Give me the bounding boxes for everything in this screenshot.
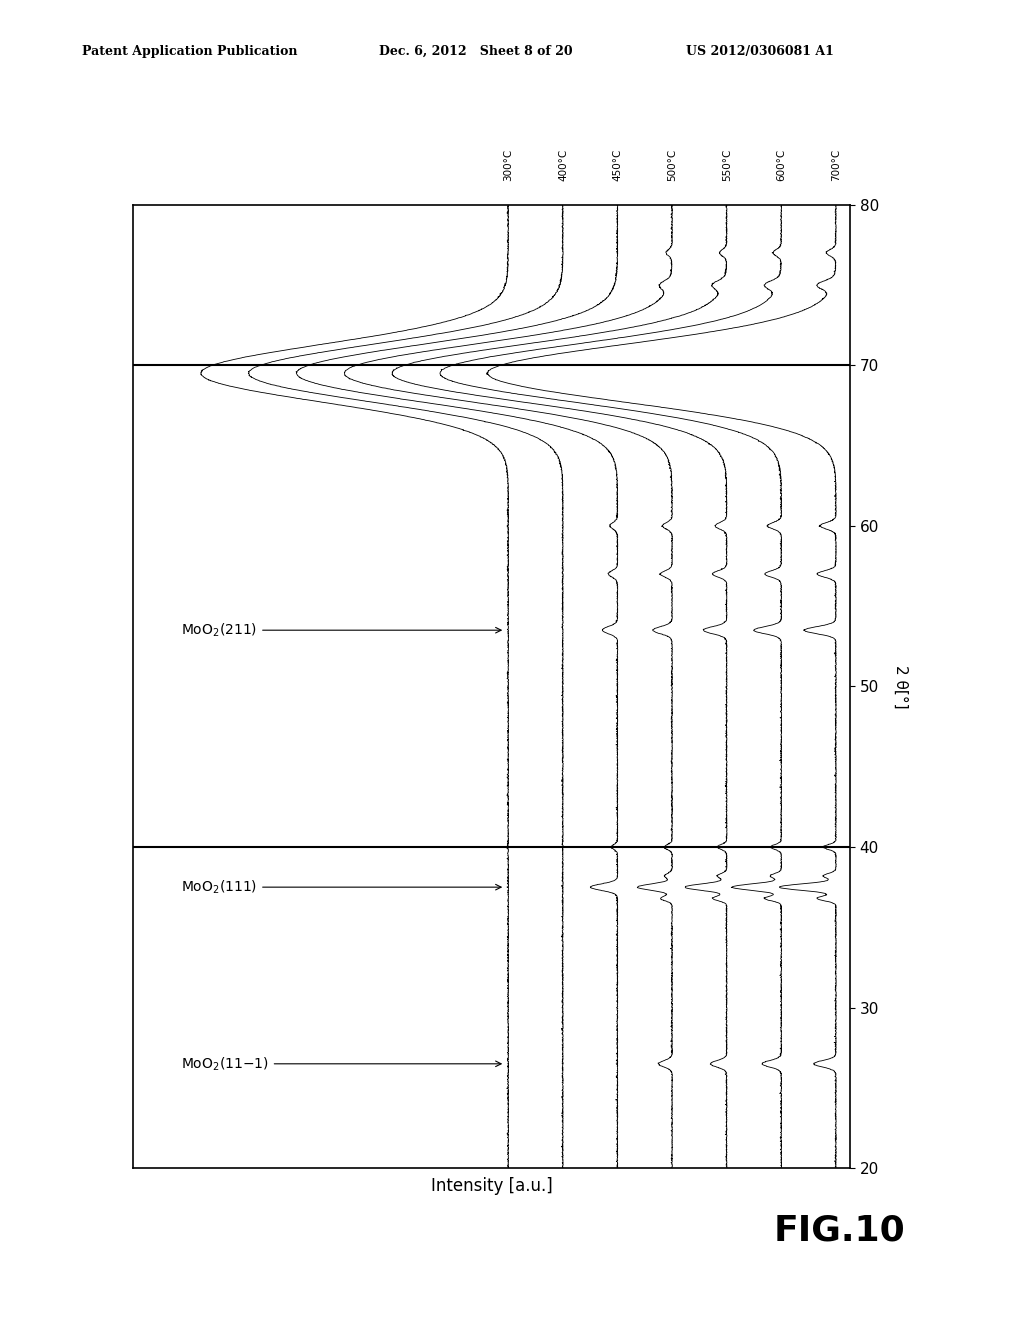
Text: FIG.10: FIG.10 bbox=[774, 1213, 905, 1247]
Text: Dec. 6, 2012   Sheet 8 of 20: Dec. 6, 2012 Sheet 8 of 20 bbox=[379, 45, 572, 58]
Text: 500°C: 500°C bbox=[668, 148, 678, 181]
Text: MoO$_2$(211): MoO$_2$(211) bbox=[181, 622, 501, 639]
X-axis label: Intensity [a.u.]: Intensity [a.u.] bbox=[431, 1176, 552, 1195]
Text: MoO$_2$(11$-$1): MoO$_2$(11$-$1) bbox=[181, 1055, 501, 1073]
Text: MoO$_2$(111): MoO$_2$(111) bbox=[181, 878, 501, 896]
Text: 700°C: 700°C bbox=[831, 148, 842, 181]
Text: Patent Application Publication: Patent Application Publication bbox=[82, 45, 297, 58]
Text: 300°C: 300°C bbox=[504, 148, 514, 181]
Text: US 2012/0306081 A1: US 2012/0306081 A1 bbox=[686, 45, 834, 58]
Text: 450°C: 450°C bbox=[612, 148, 623, 181]
Text: 550°C: 550°C bbox=[722, 148, 732, 181]
Y-axis label: 2 θ[°]: 2 θ[°] bbox=[893, 664, 908, 709]
Text: 600°C: 600°C bbox=[776, 148, 786, 181]
Text: 400°C: 400°C bbox=[558, 148, 568, 181]
